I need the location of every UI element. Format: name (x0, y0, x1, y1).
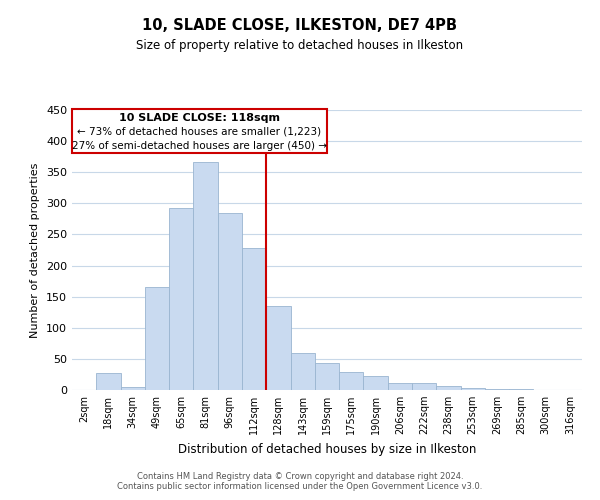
Text: Contains public sector information licensed under the Open Government Licence v3: Contains public sector information licen… (118, 482, 482, 491)
Bar (364, 376, 388, 390)
Bar (485, 389, 509, 390)
Bar (96, 372, 121, 390)
Bar (242, 248, 266, 390)
Text: Contains HM Land Registry data © Crown copyright and database right 2024.: Contains HM Land Registry data © Crown c… (137, 472, 463, 481)
Bar (315, 363, 339, 390)
Bar (412, 383, 436, 390)
Bar (461, 388, 485, 390)
Bar (145, 286, 169, 390)
Bar (436, 386, 461, 390)
Bar (266, 306, 290, 390)
Text: 10, SLADE CLOSE, ILKESTON, DE7 4PB: 10, SLADE CLOSE, ILKESTON, DE7 4PB (143, 18, 458, 32)
Bar (290, 352, 315, 390)
Bar (339, 372, 364, 390)
Text: 10 SLADE CLOSE: 118sqm: 10 SLADE CLOSE: 118sqm (119, 112, 280, 122)
Text: Size of property relative to detached houses in Ilkeston: Size of property relative to detached ho… (136, 39, 464, 52)
Y-axis label: Number of detached properties: Number of detached properties (31, 162, 40, 338)
X-axis label: Distribution of detached houses by size in Ilkeston: Distribution of detached houses by size … (178, 442, 476, 456)
Text: 27% of semi-detached houses are larger (450) →: 27% of semi-detached houses are larger (… (72, 141, 327, 151)
Bar (121, 387, 145, 390)
Bar (169, 208, 193, 390)
Bar (193, 162, 218, 390)
Bar (388, 383, 412, 390)
Text: ← 73% of detached houses are smaller (1,223): ← 73% of detached houses are smaller (1,… (77, 127, 322, 137)
Bar (218, 212, 242, 390)
